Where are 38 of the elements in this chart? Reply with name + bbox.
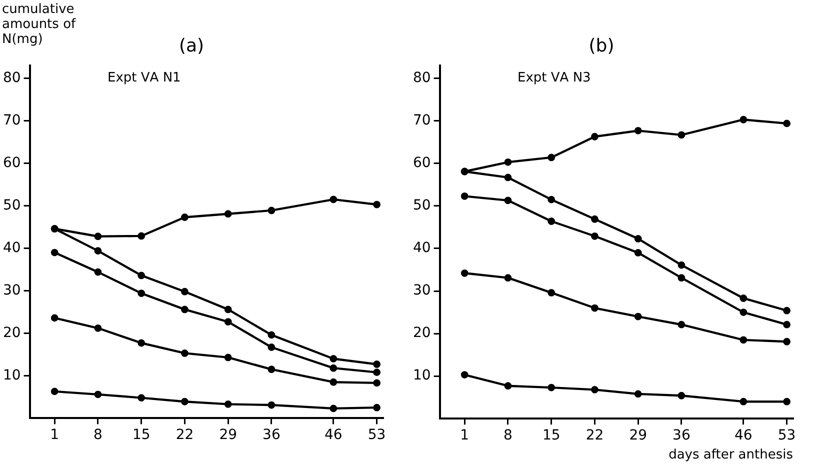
x-tick-label: 29 [629, 428, 648, 444]
chart-title: (b) [588, 35, 614, 56]
x-tick-label: 15 [132, 427, 150, 444]
x-axis-title: days after anthesis [668, 448, 794, 463]
y-tick-label: 70 [412, 112, 431, 129]
x-tick-label: 8 [94, 427, 102, 444]
y-tick-label: 20 [412, 325, 431, 342]
y-tick-label: 80 [412, 70, 431, 86]
x-tick-label: 15 [542, 428, 560, 444]
y-tick-label: 50 [2, 197, 21, 214]
y-tick-label: 60 [412, 155, 431, 172]
y-tick-label: 10 [412, 368, 431, 384]
x-tick-label: 46 [324, 427, 342, 444]
x-tick-label: 1 [460, 428, 470, 444]
x-tick-label: 8 [504, 428, 512, 444]
y-tick-label: 40 [412, 240, 431, 256]
y-tick-label: 10 [2, 367, 21, 384]
chart-title: (a) [178, 35, 204, 56]
x-tick-label: 22 [176, 427, 194, 444]
annotation: Expt ⅤA N3 [518, 70, 591, 86]
y-tick-label: 80 [2, 70, 21, 86]
y-axis-title: cumulative amounts of N(mg) [2, 2, 77, 47]
y-tick-label: 30 [2, 282, 21, 298]
y-tick-label: 50 [412, 198, 431, 214]
x-tick-label: 53 [778, 428, 796, 444]
y-tick-label: 20 [2, 324, 21, 341]
y-tick-label: 60 [2, 154, 21, 171]
y-tick-label: 30 [412, 282, 431, 299]
y-tick-label: 40 [2, 240, 21, 256]
x-tick-label: 36 [262, 427, 280, 444]
x-tick-label: 29 [219, 427, 238, 444]
x-tick-label: 46 [734, 428, 752, 444]
annotation: Expt ⅤA N1 [108, 70, 181, 86]
y-tick-label: 70 [2, 112, 21, 128]
x-tick-label: 53 [368, 427, 386, 444]
x-tick-label: 22 [586, 428, 604, 444]
x-tick-label: 36 [672, 428, 690, 444]
x-tick-label: 1 [50, 427, 60, 444]
